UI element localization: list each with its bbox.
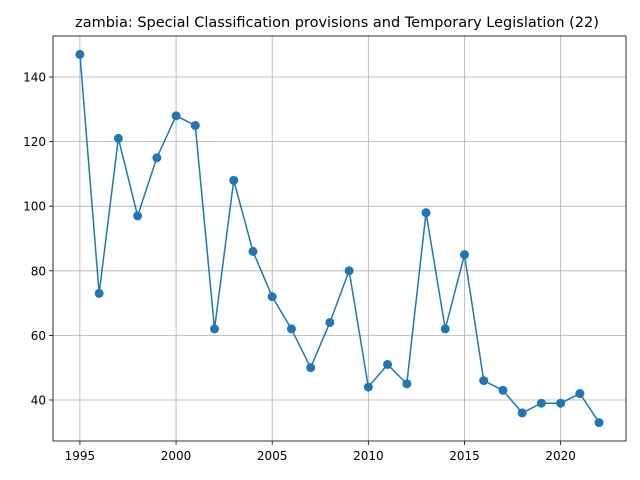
x-tick-label: 2000 (161, 449, 192, 463)
data-point (152, 153, 162, 163)
data-point (210, 324, 220, 334)
data-point (421, 208, 431, 218)
data-point (75, 49, 85, 59)
data-point (325, 317, 335, 327)
series-line (79, 54, 600, 424)
y-axis: 40 60 80 100 120 140 (23, 71, 53, 407)
series-points (75, 49, 604, 428)
data-point (267, 292, 277, 302)
data-point (344, 266, 354, 276)
chart-title: zambia: Special Classification provision… (75, 15, 599, 31)
data-point (594, 418, 604, 428)
data-point (248, 246, 258, 256)
data-point (229, 175, 239, 185)
plot-frame (52, 35, 627, 442)
x-tick-label: 2005 (257, 449, 288, 463)
data-point (383, 359, 393, 369)
data-point (440, 324, 450, 334)
data-point (113, 133, 123, 143)
data-point (498, 385, 508, 395)
y-tick-label: 40 (31, 393, 46, 407)
x-tick-label: 2020 (545, 449, 576, 463)
data-point (459, 250, 469, 260)
data-point (556, 398, 566, 408)
y-tick-label: 120 (23, 135, 46, 149)
data-point (402, 379, 412, 389)
x-tick-label: 2015 (449, 449, 480, 463)
data-point (286, 324, 296, 334)
grid (53, 36, 626, 441)
data-point (479, 376, 489, 386)
data-point (536, 398, 546, 408)
y-tick-label: 140 (23, 71, 46, 85)
data-point (133, 211, 143, 221)
data-point (190, 120, 200, 130)
data-point (306, 363, 316, 373)
y-tick-label: 60 (31, 329, 46, 343)
y-tick-label: 80 (31, 264, 46, 278)
data-point (363, 382, 373, 392)
y-tick-label: 100 (23, 200, 46, 214)
x-axis: 1995 2000 2005 2010 2015 2020 (65, 441, 576, 463)
data-point (517, 408, 527, 418)
data-point (575, 389, 585, 399)
x-tick-label: 1995 (65, 449, 96, 463)
data-point (171, 111, 181, 121)
data-point (94, 288, 104, 298)
x-tick-label: 2010 (353, 449, 384, 463)
